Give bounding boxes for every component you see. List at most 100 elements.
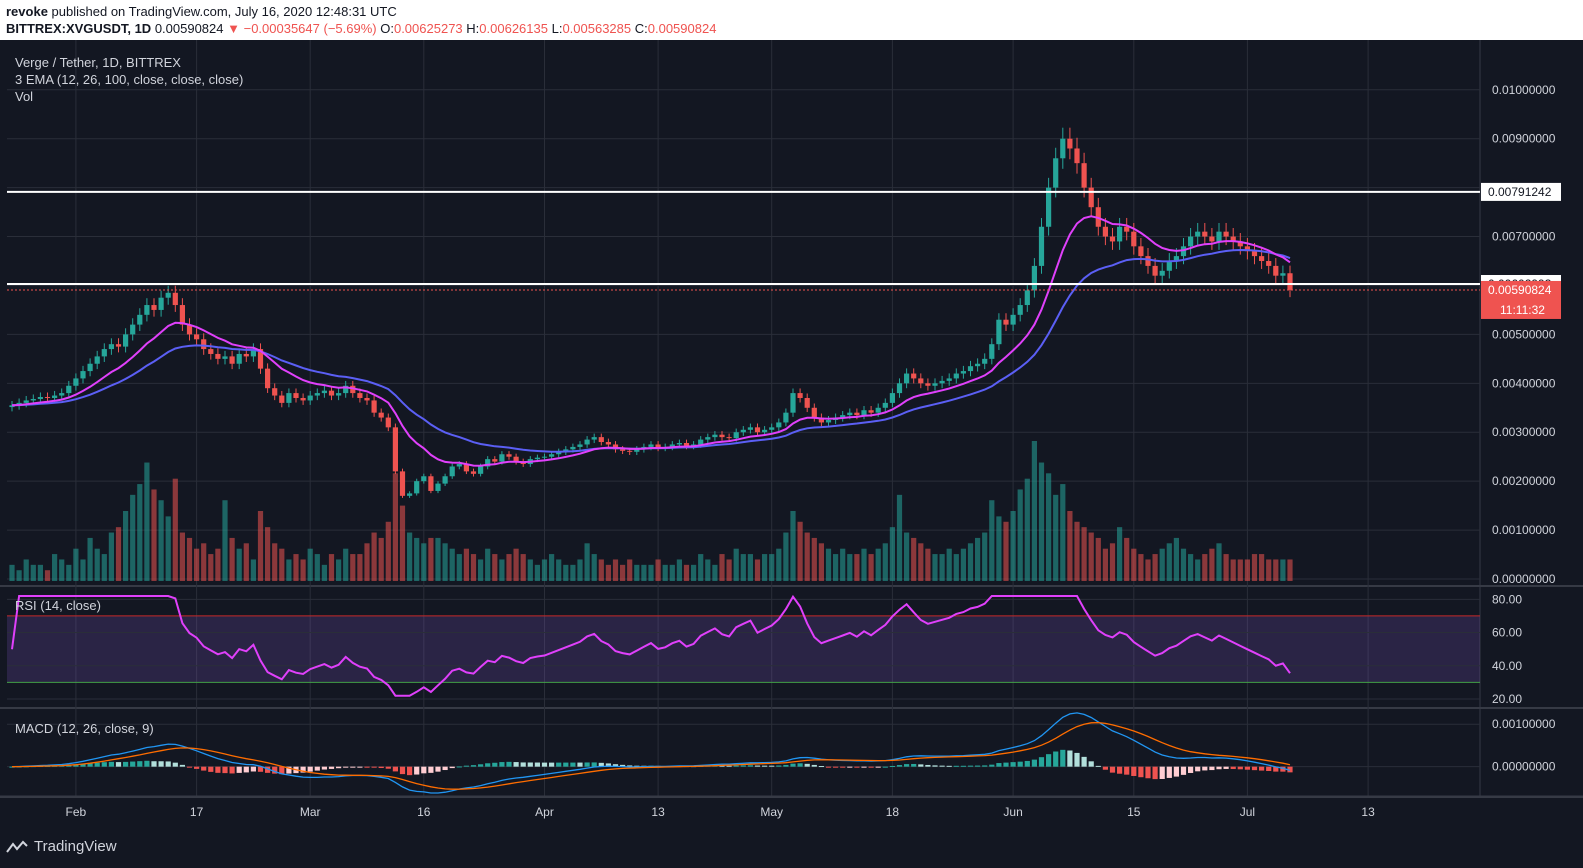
candle-body bbox=[407, 493, 413, 496]
volume-bar bbox=[1209, 548, 1215, 581]
macd-histogram-bar bbox=[825, 766, 832, 768]
candle-body bbox=[144, 305, 150, 315]
volume-bar bbox=[904, 532, 910, 581]
volume-bar bbox=[130, 494, 136, 581]
volume-bar bbox=[577, 559, 583, 581]
time-axis[interactable]: Feb 17 Mar 16 Apr 13 May 18 Jun 15 Jul 13 bbox=[0, 795, 1583, 819]
volume-bar bbox=[641, 564, 647, 581]
volume-bar bbox=[861, 548, 867, 581]
macd-histogram-bar bbox=[605, 763, 611, 767]
candle-body bbox=[754, 427, 761, 433]
macd-histogram-bar bbox=[94, 762, 100, 767]
chart-canvas[interactable]: 80.00 60.00 40.00 20.00 0.00100000 0.0000000… bbox=[0, 40, 1583, 828]
volume-bar bbox=[1138, 554, 1144, 581]
volume-bar bbox=[1031, 441, 1037, 581]
volume-bar bbox=[747, 554, 753, 581]
candle-body bbox=[982, 358, 988, 364]
candle-body bbox=[1216, 231, 1222, 242]
volume-bar bbox=[59, 559, 65, 581]
candle-body bbox=[279, 395, 285, 403]
volume-bar bbox=[257, 511, 264, 581]
volume-bar bbox=[328, 554, 335, 581]
volume-bar bbox=[506, 554, 512, 581]
author-name[interactable]: revoke bbox=[6, 4, 48, 19]
volume-bar bbox=[982, 532, 988, 581]
macd-histogram-bar bbox=[151, 761, 157, 767]
macd-histogram-bar bbox=[179, 764, 185, 767]
macd-histogram-bar bbox=[307, 766, 313, 772]
macd-histogram-bar bbox=[286, 766, 292, 774]
candle-body bbox=[925, 383, 931, 386]
macd-histogram-bar bbox=[428, 766, 434, 773]
price-axis[interactable]: 0.01000000 0.00900000 0.00700000 0.00500000… bbox=[1481, 83, 1561, 586]
macd-histogram-bar bbox=[463, 765, 469, 767]
ema-legend[interactable]: 3 EMA (12, 26, 100, close, close, close) bbox=[15, 72, 244, 87]
candle-body bbox=[556, 451, 562, 455]
volume-bar bbox=[790, 511, 796, 581]
candle-body bbox=[321, 390, 327, 394]
candle-body bbox=[336, 393, 342, 396]
volume-bar bbox=[1251, 554, 1258, 581]
volume-bar bbox=[691, 564, 697, 581]
macd-histogram-bar bbox=[1259, 766, 1265, 771]
macd-histogram-bar bbox=[904, 764, 910, 767]
macd-histogram-bar bbox=[818, 766, 824, 768]
candle-body bbox=[428, 476, 434, 491]
candle-body bbox=[1244, 246, 1250, 252]
candle-body bbox=[868, 410, 874, 413]
volume-bar bbox=[769, 554, 775, 581]
candle-body bbox=[23, 400, 29, 403]
candle-body bbox=[158, 297, 164, 310]
candle-body bbox=[179, 305, 185, 325]
price-change: ▼ −0.00035647 (−5.69%) bbox=[227, 21, 377, 36]
macd-histogram-bar bbox=[513, 762, 519, 767]
volume-bar bbox=[336, 559, 342, 581]
volume-bar bbox=[712, 564, 718, 581]
macd-legend[interactable]: MACD (12, 26, close, 9) bbox=[15, 721, 154, 736]
open-value: 0.00625273 bbox=[393, 21, 463, 36]
high-label: H: bbox=[466, 21, 480, 36]
candle-body bbox=[506, 454, 512, 457]
macd-histogram-bar bbox=[563, 762, 569, 767]
volume-bar bbox=[1166, 543, 1172, 581]
macd-histogram-bar bbox=[868, 766, 874, 768]
volume-bar bbox=[605, 564, 611, 581]
volume-bar bbox=[1152, 554, 1158, 581]
macd-histogram-bar bbox=[790, 763, 796, 767]
macd-histogram-bar bbox=[1202, 766, 1208, 771]
macd-histogram-bar bbox=[435, 766, 441, 772]
rsi-legend[interactable]: RSI (14, close) bbox=[15, 598, 101, 613]
macd-histogram-bar bbox=[123, 761, 129, 767]
macd-histogram-bar bbox=[1251, 766, 1258, 771]
macd-tick-label: 0.00100000 bbox=[1492, 717, 1556, 731]
volume-bar bbox=[1273, 559, 1279, 581]
candle-body bbox=[115, 344, 122, 347]
level-label[interactable]: 0.00791242 bbox=[1488, 185, 1552, 199]
volume-bar bbox=[449, 548, 455, 581]
macd-histogram-bar bbox=[115, 762, 122, 767]
volume-bar bbox=[300, 559, 306, 581]
macd-histogram-bar bbox=[925, 764, 931, 767]
volume-bar bbox=[321, 564, 327, 581]
candle-body bbox=[797, 393, 803, 398]
last-price-label-bg bbox=[1481, 280, 1561, 319]
macd-histogram-bar bbox=[101, 762, 107, 767]
tradingview-brand[interactable]: TradingView bbox=[6, 838, 117, 855]
candle-body bbox=[1202, 231, 1208, 237]
volume-bar bbox=[73, 548, 79, 581]
volume-bars bbox=[9, 441, 1293, 581]
volume-bar bbox=[811, 537, 817, 581]
vol-legend[interactable]: Vol bbox=[15, 89, 34, 104]
candle-body bbox=[975, 363, 981, 367]
candle-body bbox=[1038, 226, 1045, 266]
horizontal-levels[interactable] bbox=[7, 190, 1480, 291]
last-price-label[interactable]: 0.00590824 bbox=[1488, 283, 1552, 297]
candle-body bbox=[882, 402, 888, 408]
volume-bar bbox=[911, 537, 917, 581]
candle-body bbox=[1081, 163, 1087, 188]
macd-histogram-bar bbox=[1166, 766, 1172, 778]
macd-histogram-bar bbox=[186, 766, 193, 768]
candle-body bbox=[1273, 265, 1279, 276]
price-tick-label: 0.00900000 bbox=[1492, 132, 1556, 146]
volume-bar bbox=[392, 473, 398, 581]
